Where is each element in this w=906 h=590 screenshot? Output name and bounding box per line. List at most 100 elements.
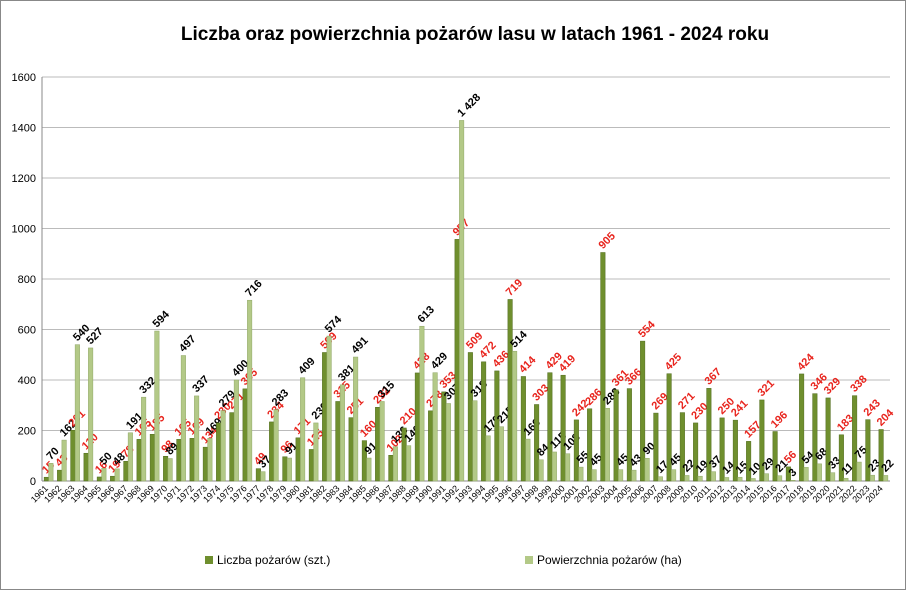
- bar: [207, 438, 213, 482]
- bar: [547, 372, 553, 482]
- bar: [830, 472, 836, 482]
- bar: [600, 252, 606, 482]
- bar: [233, 379, 239, 482]
- bar: [167, 458, 173, 482]
- bar: [838, 434, 844, 482]
- legend-label: Liczba pożarów (szt.): [217, 553, 330, 567]
- bar: [816, 463, 822, 482]
- y-tick-label: 1000: [12, 224, 36, 236]
- bar: [326, 335, 332, 482]
- bar: [534, 404, 540, 482]
- bar: [348, 417, 354, 482]
- bar: [679, 412, 685, 482]
- bar: [375, 407, 381, 482]
- bar: [149, 434, 155, 482]
- bar: [856, 461, 862, 482]
- bar: [114, 468, 120, 482]
- bar: [339, 384, 345, 482]
- bar: [472, 400, 478, 482]
- bar: [812, 393, 818, 482]
- bar: [684, 475, 690, 482]
- bar: [653, 412, 659, 482]
- bar: [406, 445, 412, 482]
- bar: [202, 446, 208, 482]
- bar: [498, 426, 504, 482]
- bar: [883, 475, 889, 482]
- bar: [746, 441, 752, 482]
- bar: [507, 299, 513, 482]
- bar: [308, 449, 314, 482]
- bar: [286, 457, 292, 482]
- bar: [803, 467, 809, 482]
- y-tick-label: 400: [18, 375, 36, 387]
- bar: [242, 388, 248, 482]
- bar: [565, 453, 571, 482]
- bar: [852, 395, 858, 482]
- bar: [441, 391, 447, 482]
- bar: [759, 399, 765, 482]
- bar: [604, 408, 610, 482]
- bar: [300, 377, 306, 482]
- bar: [74, 344, 80, 482]
- bar: [141, 396, 147, 482]
- bar: [538, 459, 544, 482]
- bar: [392, 446, 398, 482]
- bar: [618, 469, 624, 482]
- bar: [322, 352, 328, 482]
- bar: [379, 401, 385, 482]
- bar: [123, 461, 129, 482]
- bar: [587, 408, 593, 482]
- bar: [512, 350, 518, 482]
- bar: [640, 340, 646, 482]
- bar: [61, 439, 67, 482]
- bar: [843, 477, 849, 482]
- bar: [43, 476, 49, 482]
- bar: [865, 419, 871, 482]
- bar: [724, 477, 730, 482]
- bar: [697, 475, 703, 482]
- bar: [666, 373, 672, 482]
- bar: [260, 471, 266, 482]
- bar: [454, 239, 460, 482]
- bar: [110, 475, 116, 482]
- bar: [388, 454, 394, 482]
- bar: [481, 361, 487, 482]
- bar: [247, 299, 253, 482]
- chart-title: Liczba oraz powierzchnia pożarów lasu w …: [181, 24, 769, 45]
- bar: [631, 469, 637, 482]
- bar: [273, 409, 279, 482]
- bar: [719, 417, 725, 482]
- bar: [737, 476, 743, 482]
- bar: [255, 468, 261, 482]
- bar: [176, 439, 182, 482]
- bar: [220, 410, 226, 482]
- legend-swatch: [525, 556, 533, 564]
- bar: [101, 468, 107, 482]
- bar: [57, 469, 63, 482]
- bar: [70, 429, 76, 482]
- bar: [216, 422, 222, 482]
- bar: [869, 474, 875, 482]
- bar: [763, 473, 769, 482]
- bar: [189, 438, 195, 482]
- bar: [706, 388, 712, 482]
- bar: [560, 374, 566, 482]
- bar: [313, 422, 319, 482]
- bar: [353, 356, 359, 482]
- y-tick-label: 200: [18, 426, 36, 438]
- bar: [88, 347, 94, 482]
- bar: [799, 373, 805, 482]
- bar: [573, 419, 579, 482]
- bar: [154, 330, 160, 482]
- y-tick-label: 1200: [12, 173, 36, 185]
- bar: [180, 355, 186, 482]
- bar: [96, 476, 102, 482]
- y-tick-label: 800: [18, 274, 36, 286]
- bar: [366, 457, 372, 482]
- bar: [445, 403, 451, 482]
- bar: [335, 401, 341, 482]
- bar: [136, 439, 142, 482]
- bar: [790, 479, 796, 482]
